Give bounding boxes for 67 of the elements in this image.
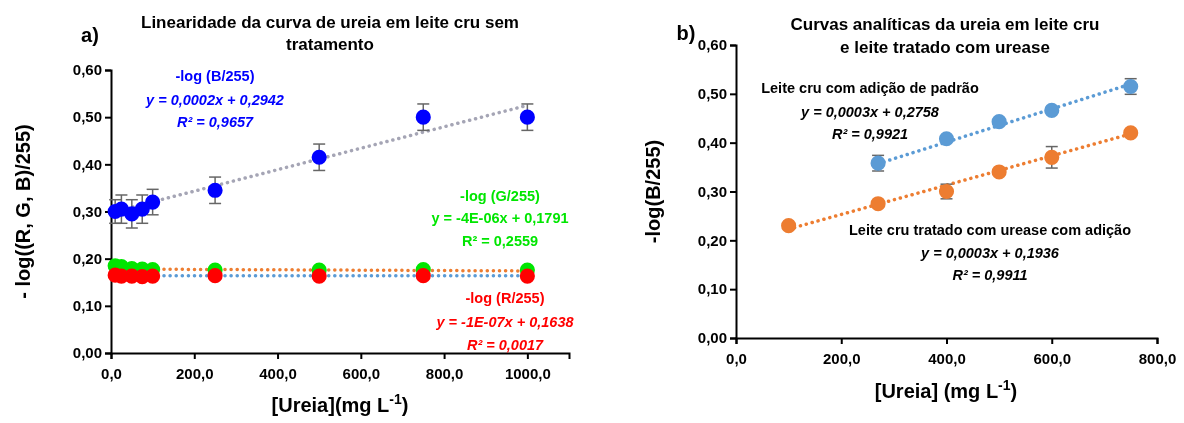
- x-tick-label: 800,0: [1138, 349, 1177, 367]
- y-tick-label: 0,30: [72, 202, 102, 220]
- point: [207, 268, 223, 284]
- y-tick-label: 0,20: [72, 249, 102, 267]
- x-tick-label: 0,0: [726, 349, 747, 367]
- y-tick-label: 0,10: [697, 280, 727, 298]
- point: [938, 131, 955, 147]
- point: [991, 164, 1007, 180]
- annotation: y = -1E-07x + 0,1638: [435, 314, 575, 331]
- x-tick-label: 600,0: [1033, 349, 1072, 367]
- point: [1044, 102, 1060, 118]
- point: [311, 268, 327, 284]
- annotation: y = -4E-06x + 0,1791: [431, 210, 569, 227]
- annotation: y = 0,0003x + 0,1936: [920, 245, 1060, 262]
- annotation: R² = 0,9921: [831, 126, 909, 143]
- y-tick-label: 0,30: [697, 182, 727, 200]
- point: [1044, 149, 1060, 165]
- point: [134, 201, 150, 217]
- y-tick-label: 0,50: [72, 108, 102, 126]
- point: [145, 194, 161, 210]
- annotation: R² = 0,0017: [466, 337, 545, 354]
- point: [781, 218, 797, 234]
- x-tick-label: 1000,0: [504, 364, 551, 382]
- chart-title: Linearidade da curva de ureia em leite cru sem tratamento: [141, 13, 519, 54]
- x-tick-label: 800,0: [425, 364, 464, 382]
- y-tick-label: 0,00: [72, 344, 102, 362]
- x-tick-label: 0,0: [101, 364, 122, 382]
- point: [415, 268, 431, 284]
- point: [1123, 125, 1139, 141]
- y-tick-label: 0,20: [697, 231, 727, 249]
- x-tick-label: 200,0: [822, 349, 861, 367]
- annotation: R² = 0,9657: [176, 114, 255, 131]
- x-tick-label: 600,0: [342, 364, 381, 382]
- annotation: -log (G/255): [460, 188, 541, 205]
- annotation: -log (R/255): [465, 290, 545, 307]
- point: [870, 196, 886, 212]
- point: [991, 114, 1007, 130]
- y-tick-label: 0,40: [72, 155, 102, 173]
- text: a): [81, 24, 99, 46]
- x-tick-label: 400,0: [259, 364, 297, 382]
- annotation: Leite cru tratado com urease com adição: [848, 222, 1132, 239]
- x-axis-title: [Ureia](mg L$^{-1}$): [271, 391, 409, 416]
- point: [311, 149, 327, 165]
- annotation: R² = 0,2559: [461, 233, 539, 250]
- point: [519, 268, 535, 284]
- y-tick-label: 0,10: [72, 297, 102, 315]
- y-axis-title: - log((R, G, B)/255): [12, 124, 34, 299]
- annotation: -log (B/255): [175, 68, 255, 85]
- annotation: y = 0,0002x + 0,2942: [145, 92, 284, 109]
- point: [519, 109, 535, 125]
- y-tick-label: 0,50: [697, 85, 727, 103]
- annotation: Leite cru com adição de padrão: [761, 80, 979, 97]
- chart-title: Curvas analíticas da ureia em leite cru e leite tratado com urease: [790, 15, 1100, 57]
- annotation: R² = 0,9911: [952, 267, 1028, 284]
- y-tick-label: 0,40: [697, 133, 727, 151]
- x-tick-label: 200,0: [176, 364, 214, 382]
- point: [145, 268, 161, 284]
- point: [207, 182, 223, 198]
- text: b): [676, 22, 696, 44]
- y-tick-label: 0,60: [72, 61, 102, 79]
- x-axis-title: [Ureia] (mg L$^{-1}$): [874, 377, 1018, 402]
- annotation: y = 0,0003x + 0,2758: [800, 104, 940, 121]
- point: [415, 109, 431, 125]
- y-tick-label: 0,00: [697, 329, 727, 347]
- y-tick-label: 0,60: [697, 36, 727, 54]
- y-axis-title: -log(B/255): [642, 139, 664, 244]
- x-tick-label: 400,0: [928, 349, 966, 367]
